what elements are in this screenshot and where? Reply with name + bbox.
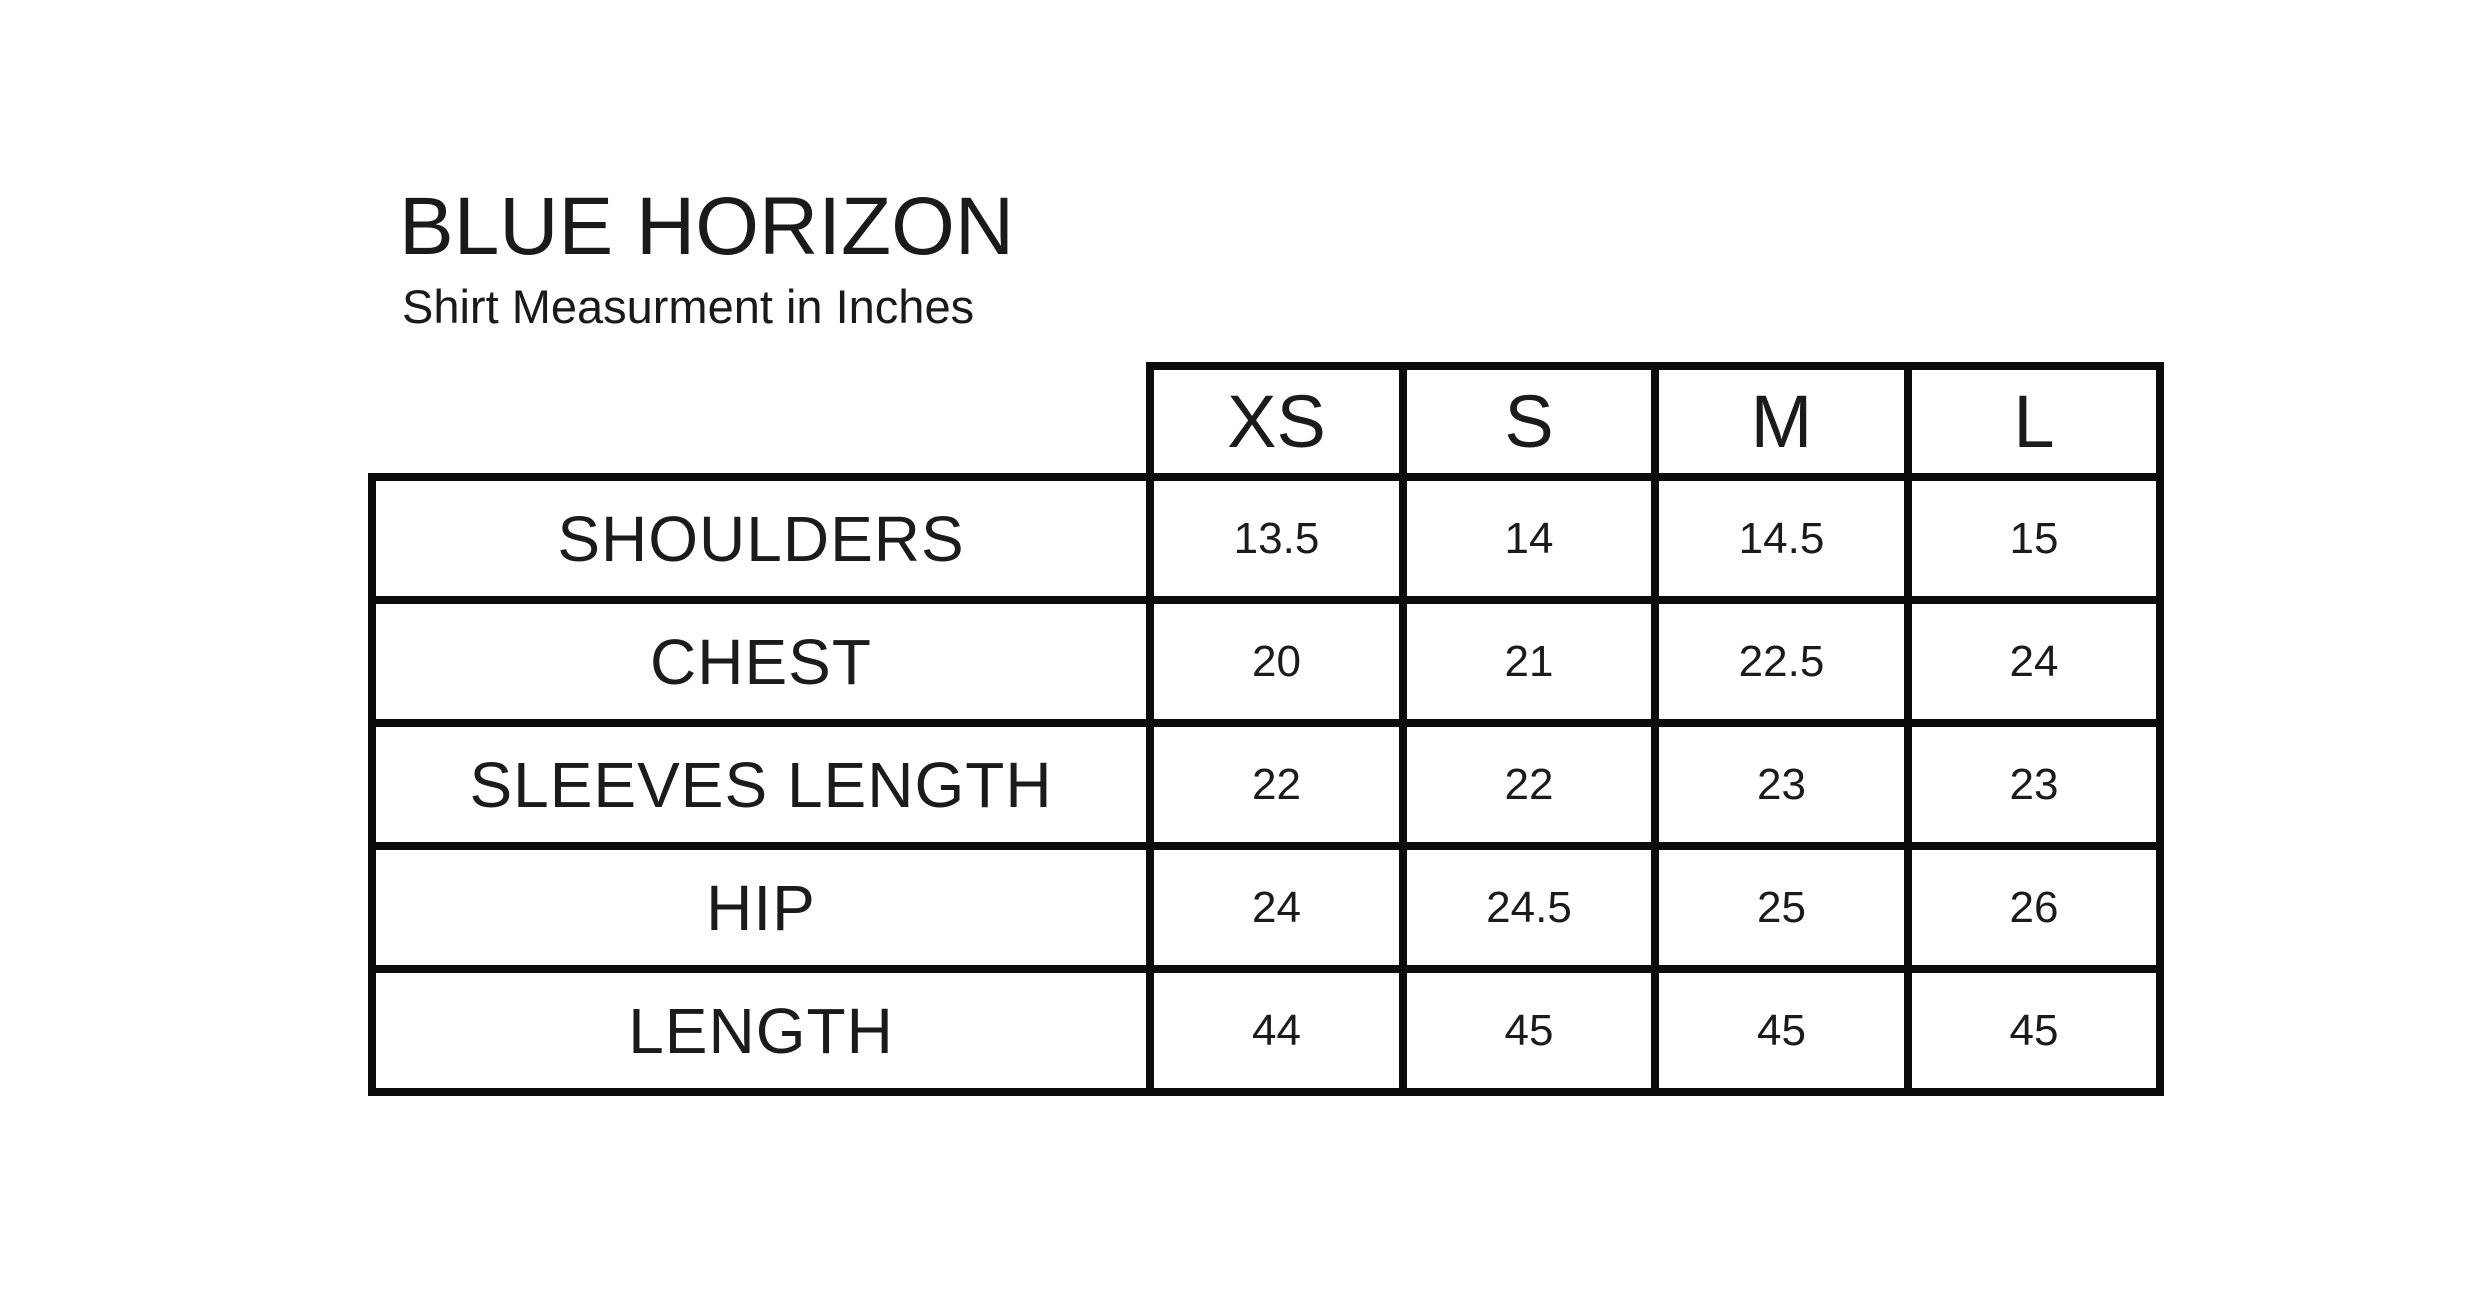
cell-value: 20 (1146, 596, 1407, 727)
cell-value: 21 (1399, 596, 1659, 727)
page-subtitle: Shirt Measurment in Inches (402, 280, 975, 333)
cell-value: 14.5 (1651, 473, 1912, 604)
table-row-shoulders: SHOULDERS 13.5 14 14.5 15 (368, 473, 2164, 604)
table-row-hip: HIP 24 24.5 25 26 (368, 842, 2164, 973)
size-header-row: XS S M L (372, 362, 2164, 481)
cell-value: 45 (1651, 965, 1912, 1096)
row-label-shoulders: SHOULDERS (368, 473, 1154, 604)
table-row-sleeves-length: SLEEVES LENGTH 22 22 23 23 (368, 719, 2164, 850)
column-header-xs: XS (1146, 362, 1407, 481)
row-label-hip: HIP (368, 842, 1154, 973)
row-label-chest: CHEST (368, 596, 1154, 727)
cell-value: 22 (1146, 719, 1407, 850)
column-header-s: S (1399, 362, 1659, 481)
row-label-length: LENGTH (368, 965, 1154, 1096)
page-title: BLUE HORIZON (399, 181, 1015, 272)
column-header-l: L (1904, 362, 2164, 481)
cell-value: 13.5 (1146, 473, 1407, 604)
cell-value: 25 (1651, 842, 1912, 973)
cell-value: 15 (1904, 473, 2164, 604)
cell-value: 24.5 (1399, 842, 1659, 973)
corner-spacer (372, 366, 1150, 477)
size-chart-table: XS S M L SHOULDERS 13.5 14 14.5 15 CHEST… (368, 362, 2164, 1096)
cell-value: 24 (1904, 596, 2164, 727)
cell-value: 26 (1904, 842, 2164, 973)
cell-value: 45 (1904, 965, 2164, 1096)
cell-value: 24 (1146, 842, 1407, 973)
cell-value: 14 (1399, 473, 1659, 604)
table-row-chest: CHEST 20 21 22.5 24 (368, 596, 2164, 727)
row-label-sleeves-length: SLEEVES LENGTH (368, 719, 1154, 850)
cell-value: 22 (1399, 719, 1659, 850)
cell-value: 44 (1146, 965, 1407, 1096)
cell-value: 22.5 (1651, 596, 1912, 727)
table-row-length: LENGTH 44 45 45 45 (368, 965, 2164, 1096)
cell-value: 23 (1651, 719, 1912, 850)
cell-value: 45 (1399, 965, 1659, 1096)
column-header-m: M (1651, 362, 1912, 481)
cell-value: 23 (1904, 719, 2164, 850)
